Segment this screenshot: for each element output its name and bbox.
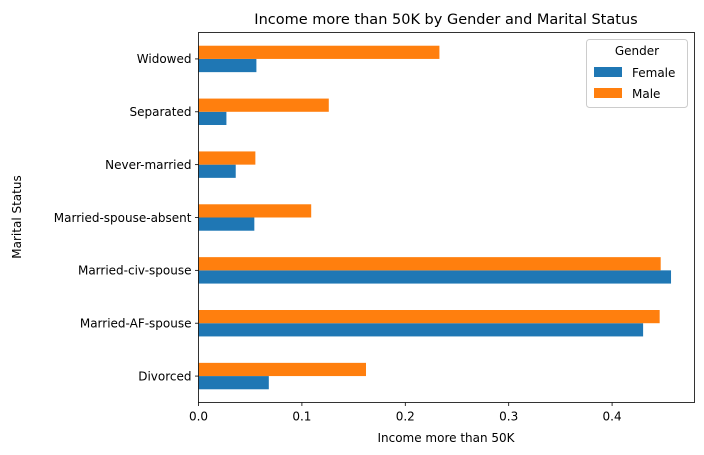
bar-female-widowed	[198, 58, 257, 73]
y-tick-label-divorced: Divorced	[138, 369, 191, 383]
bar-male-married-civ-spouse	[198, 257, 661, 271]
bar-female-married-spouse-absent	[198, 217, 255, 231]
y-tick-label-widowed: Widowed	[137, 52, 192, 66]
x-axis: 0.0 0.1 0.2 0.3 0.4	[189, 402, 622, 424]
bar-male-never-married	[198, 151, 256, 165]
bar-female-never-married	[198, 164, 236, 178]
x-tick-label-0-0: 0.0	[189, 410, 208, 424]
bar-male-married-spouse-absent	[198, 204, 312, 218]
y-axis-label: Marital Status	[10, 175, 24, 258]
bar-female-married-af-spouse	[198, 323, 644, 337]
x-axis-label: Income more than 50K	[377, 431, 515, 445]
x-tick-label-0-3: 0.3	[499, 410, 518, 424]
bar-male-divorced	[198, 362, 367, 377]
bar-female-divorced	[198, 376, 269, 390]
y-tick-label-never-married: Never-married	[105, 158, 191, 172]
y-tick-label-married-af-spouse: Married-AF-spouse	[80, 317, 192, 331]
y-axis: Divorced Married-AF-spouse Married-civ-spo…	[54, 52, 199, 383]
x-tick-label-0-2: 0.2	[396, 410, 415, 424]
legend-swatch-male	[594, 88, 622, 98]
bar-male-separated	[198, 98, 329, 112]
bar-male-widowed	[198, 45, 440, 59]
chart-title: Income more than 50K by Gender and Marit…	[254, 12, 637, 28]
x-tick-label-0-1: 0.1	[292, 410, 311, 424]
bars-group	[198, 45, 672, 390]
y-tick-label-married-civ-spouse: Married-civ-spouse	[78, 264, 192, 278]
y-tick-label-separated: Separated	[130, 105, 192, 119]
legend: Gender Female Male	[586, 39, 688, 108]
legend-entry-female: Female	[632, 66, 675, 80]
bar-female-separated	[198, 111, 227, 125]
legend-swatch-female	[594, 67, 622, 77]
legend-title: Gender	[615, 44, 659, 58]
legend-entry-male: Male	[632, 87, 660, 101]
y-tick-label-married-spouse-absent: Married-spouse-absent	[54, 211, 192, 225]
x-tick-label-0-4: 0.4	[603, 410, 622, 424]
bar-female-married-civ-spouse	[198, 270, 672, 284]
bar-male-married-af-spouse	[198, 310, 660, 324]
